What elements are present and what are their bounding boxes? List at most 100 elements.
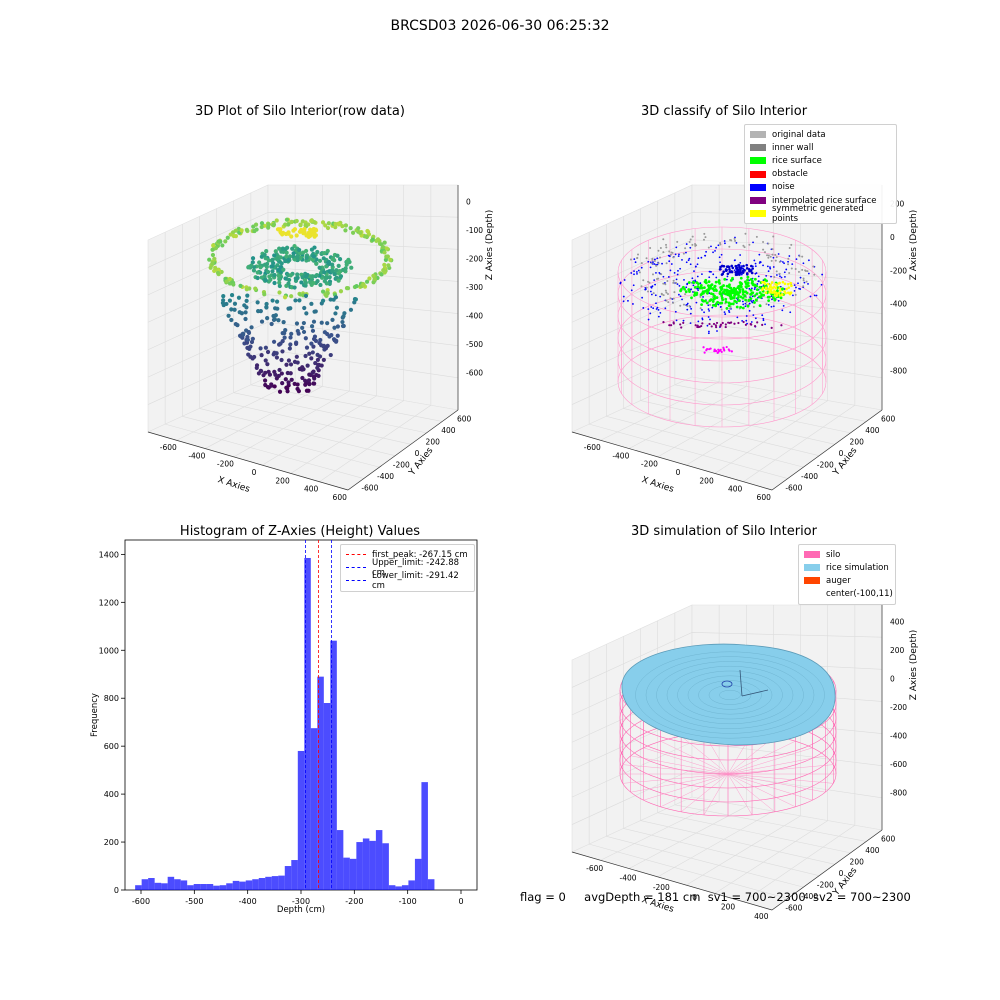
symmetric-point	[789, 281, 793, 285]
raw-point	[236, 226, 241, 231]
noise-point	[700, 256, 703, 259]
raw-point	[293, 278, 299, 284]
raw-point	[361, 282, 366, 287]
raw-point	[280, 331, 285, 336]
histogram-bar	[232, 880, 240, 890]
noise-point	[757, 275, 760, 278]
p1-gridline	[262, 395, 377, 466]
raw-point	[304, 345, 310, 350]
rice-surface-point	[725, 292, 728, 296]
raw-point	[358, 230, 364, 235]
noise-point	[742, 264, 745, 268]
noise-point	[741, 271, 744, 274]
noise-point	[683, 278, 685, 281]
noise-point	[728, 268, 731, 271]
histogram-bar	[349, 858, 357, 890]
rice-surface-point	[696, 285, 700, 289]
rice-surface-point	[724, 300, 728, 304]
raw-point	[345, 259, 350, 265]
raw-point	[283, 377, 288, 382]
rice-surface-point	[737, 293, 740, 297]
classify-legend: original data inner wall rice surface obsta…	[744, 124, 897, 225]
original-point	[738, 307, 741, 310]
p2-z-tick-label: -800	[890, 366, 907, 375]
noise-point	[656, 306, 659, 309]
original-point	[636, 256, 639, 259]
raw-point	[211, 243, 216, 248]
noise-point	[720, 268, 722, 271]
rice-surface-point	[762, 293, 766, 297]
raw-point	[249, 339, 255, 345]
raw-point	[269, 321, 274, 327]
noise-point	[792, 294, 794, 297]
p1-y-tick-label: -600	[361, 483, 378, 492]
raw-point	[311, 258, 316, 263]
raw-point	[218, 239, 223, 244]
original-point	[664, 289, 667, 292]
p4-pane	[571, 604, 693, 853]
noise-point	[754, 317, 757, 320]
noise-point	[689, 246, 692, 249]
noise-point	[809, 295, 812, 298]
rice-surface-point	[729, 292, 733, 295]
noise-point	[689, 288, 692, 291]
raw-point	[269, 383, 274, 388]
legend-entry: rice surface	[750, 154, 891, 167]
raw-point	[322, 279, 327, 284]
rice-surface-point	[721, 291, 725, 294]
legend-label: Lower_limit: -291.42 cm	[372, 570, 459, 591]
symmetric-point	[773, 293, 777, 297]
raw-point	[278, 274, 284, 279]
simulation-legend: silo rice simulation auger center(-100,11)	[798, 544, 896, 605]
p2-y-tick-label: 200	[850, 438, 865, 447]
noise-point	[741, 269, 745, 273]
noise-point	[637, 269, 640, 272]
raw-point	[324, 293, 329, 298]
raw-point	[274, 256, 279, 261]
noise-point	[694, 291, 697, 294]
raw-point	[314, 261, 319, 266]
noise-point	[752, 265, 754, 268]
raw-point	[277, 276, 283, 281]
raw-point	[283, 247, 288, 252]
original-point	[748, 243, 751, 246]
original-point	[813, 273, 816, 276]
symmetric-point	[766, 282, 770, 286]
symmetric-point	[773, 285, 776, 289]
raw-point	[358, 283, 364, 288]
silo-floor-spoke	[727, 740, 796, 775]
raw-point	[266, 222, 271, 227]
noise-point	[769, 266, 771, 269]
noise-point	[776, 274, 778, 276]
histogram-bar	[213, 885, 220, 890]
p1-y-tick-label: 0	[415, 449, 420, 458]
noise-point	[743, 269, 746, 272]
rice-surface-point	[695, 281, 699, 285]
original-point	[728, 245, 731, 248]
rice-surface-point	[702, 291, 705, 295]
interpolated-point	[730, 350, 733, 353]
raw-point	[276, 318, 281, 323]
interpolated-point	[662, 321, 665, 324]
legend-entry: auger	[804, 574, 890, 587]
raw-point	[319, 251, 325, 256]
symmetric-point	[775, 292, 779, 296]
symmetric-point	[777, 282, 781, 285]
p1-x-tick-label: 0	[252, 468, 257, 477]
symmetric-point	[784, 291, 787, 295]
original-point	[653, 259, 656, 262]
noise-point	[734, 264, 738, 268]
noise-point	[632, 284, 635, 287]
rice-surface-point	[709, 286, 713, 290]
noise-point	[676, 273, 679, 276]
original-point	[672, 279, 675, 282]
rice-surface-point	[779, 296, 783, 300]
raw-point	[304, 253, 310, 258]
rice-mesh-line	[666, 666, 794, 725]
raw-point	[340, 315, 345, 320]
raw-point	[277, 283, 282, 289]
p4-z-tick-label: -400	[890, 732, 907, 741]
original-point	[787, 263, 790, 266]
raw-point	[361, 282, 366, 287]
silo-ring	[617, 270, 827, 362]
